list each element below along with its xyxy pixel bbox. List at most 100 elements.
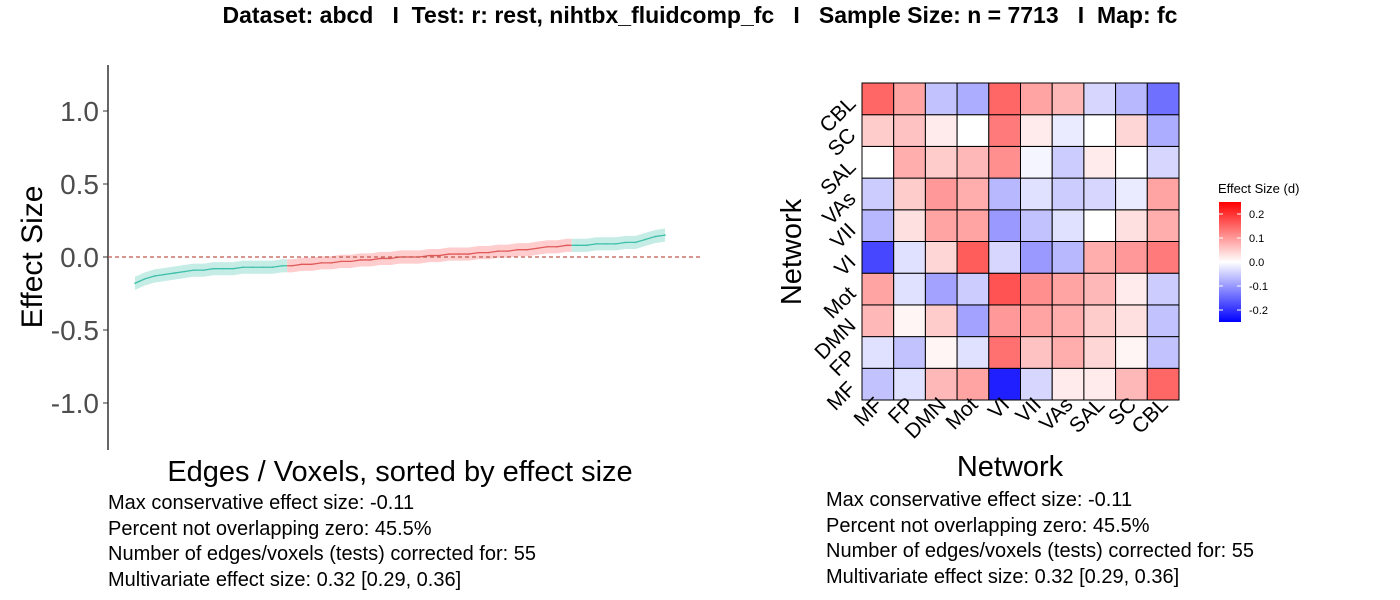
legend-tick-label: -0.1 <box>1249 281 1268 293</box>
heatmap-cell <box>1116 210 1148 242</box>
heatmap-cell <box>1084 368 1116 400</box>
heatmap-cell <box>862 210 894 242</box>
heatmap-cell <box>1084 178 1116 210</box>
heatmap-cell <box>1147 83 1179 115</box>
heatmap-cell <box>1052 210 1084 242</box>
heatmap-cell <box>1021 337 1053 369</box>
heatmap-cell <box>925 242 957 274</box>
heatmap-y-tick-label: SAL <box>816 156 860 200</box>
stats-left: Max conservative effect size: -0.11 Perc… <box>108 491 536 593</box>
heatmap-cell <box>1052 273 1084 305</box>
heatmap-cell <box>957 337 989 369</box>
heatmap-cell <box>989 83 1021 115</box>
heatmap-cell <box>1116 273 1148 305</box>
legend-tick-label: 0.2 <box>1249 209 1264 221</box>
heatmap-cell <box>1147 242 1179 274</box>
heatmap-cell <box>989 242 1021 274</box>
heatmap-cell <box>1052 83 1084 115</box>
heatmap-cell <box>894 115 926 147</box>
heatmap-cell <box>1052 305 1084 337</box>
heatmap-cell <box>1084 242 1116 274</box>
heatmap-cell <box>1021 242 1053 274</box>
heatmap-cell <box>1021 368 1053 400</box>
heatmap-cell <box>1084 210 1116 242</box>
legend-tick-label: -0.2 <box>1249 305 1268 317</box>
heatmap-cell <box>1116 242 1148 274</box>
heatmap-cell <box>1084 83 1116 115</box>
heatmap-cell <box>989 146 1021 178</box>
heatmap-cell <box>1021 83 1053 115</box>
heatmap-cell <box>925 368 957 400</box>
heatmap-cell <box>862 146 894 178</box>
heatmap-cell <box>894 83 926 115</box>
heatmap-cell <box>1052 115 1084 147</box>
heatmap-cell <box>1147 210 1179 242</box>
heatmap-cell <box>989 305 1021 337</box>
stat-num-tests: Number of edges/voxels (tests) corrected… <box>826 539 1254 565</box>
heatmap-cell <box>1021 178 1053 210</box>
heatmap-cell <box>957 146 989 178</box>
heatmap-y-tick-label: VI <box>830 251 860 281</box>
stat-percent-nonoverlap: Percent not overlapping zero: 45.5% <box>108 517 536 543</box>
heatmap-cell <box>894 305 926 337</box>
legend-tick-label: 0.0 <box>1249 257 1264 269</box>
heatmap-cell <box>1021 305 1053 337</box>
heatmap-cell <box>1084 115 1116 147</box>
heatmap-cell <box>957 210 989 242</box>
heatmap-cell <box>957 178 989 210</box>
heatmap-cell <box>894 273 926 305</box>
heatmap-cell <box>862 305 894 337</box>
stat-max-effect: Max conservative effect size: -0.11 <box>826 488 1254 514</box>
heatmap-cell <box>925 210 957 242</box>
heatmap-cell <box>862 368 894 400</box>
heatmap-cell <box>1147 337 1179 369</box>
heatmap-cell <box>925 273 957 305</box>
heatmap-cell <box>1116 178 1148 210</box>
stat-num-tests: Number of edges/voxels (tests) corrected… <box>108 542 536 568</box>
heatmap-cell <box>894 146 926 178</box>
heatmap-cell <box>925 115 957 147</box>
heatmap-y-tick-label: VAs <box>818 187 860 229</box>
heatmap-cell <box>989 115 1021 147</box>
heatmap-cell <box>925 305 957 337</box>
heatmap-cell <box>989 368 1021 400</box>
heatmap-cell <box>1147 146 1179 178</box>
heatmap-x-axis-label: Network <box>957 451 1064 483</box>
legend-tick-label: 0.1 <box>1249 233 1264 245</box>
heatmap-cell <box>1084 305 1116 337</box>
heatmap-cell <box>862 115 894 147</box>
heatmap-cell <box>1147 178 1179 210</box>
heatmap-cell <box>1116 146 1148 178</box>
heatmap-cell <box>1084 337 1116 369</box>
heatmap-cell <box>989 337 1021 369</box>
heatmap-cell <box>1021 146 1053 178</box>
heatmap-cell <box>925 178 957 210</box>
heatmap-cell <box>925 337 957 369</box>
heatmap-cell <box>925 83 957 115</box>
heatmap-cell <box>862 178 894 210</box>
heatmap-cell <box>862 242 894 274</box>
heatmap-cell <box>1116 337 1148 369</box>
heatmap-cell <box>1116 305 1148 337</box>
heatmap-cell <box>1021 210 1053 242</box>
heatmap-cell <box>862 273 894 305</box>
heatmap-cell <box>957 368 989 400</box>
heatmap-cell <box>1147 368 1179 400</box>
heatmap-cell <box>1052 178 1084 210</box>
heatmap-cell <box>894 242 926 274</box>
heatmap-cell <box>894 368 926 400</box>
heatmap-y-tick-label: Mot <box>820 282 861 323</box>
stat-percent-nonoverlap: Percent not overlapping zero: 45.5% <box>826 514 1254 540</box>
heatmap-cell <box>1084 146 1116 178</box>
heatmap-y-axis-label: Network <box>776 198 808 305</box>
heatmap-cell <box>862 337 894 369</box>
stat-max-effect: Max conservative effect size: -0.11 <box>108 491 536 517</box>
heatmap-cell <box>1116 115 1148 147</box>
heatmap-cell <box>957 83 989 115</box>
heatmap-cell <box>862 83 894 115</box>
heatmap-cell <box>1021 115 1053 147</box>
heatmap-cell <box>894 337 926 369</box>
heatmap-cell <box>957 242 989 274</box>
heatmap-cell <box>894 210 926 242</box>
